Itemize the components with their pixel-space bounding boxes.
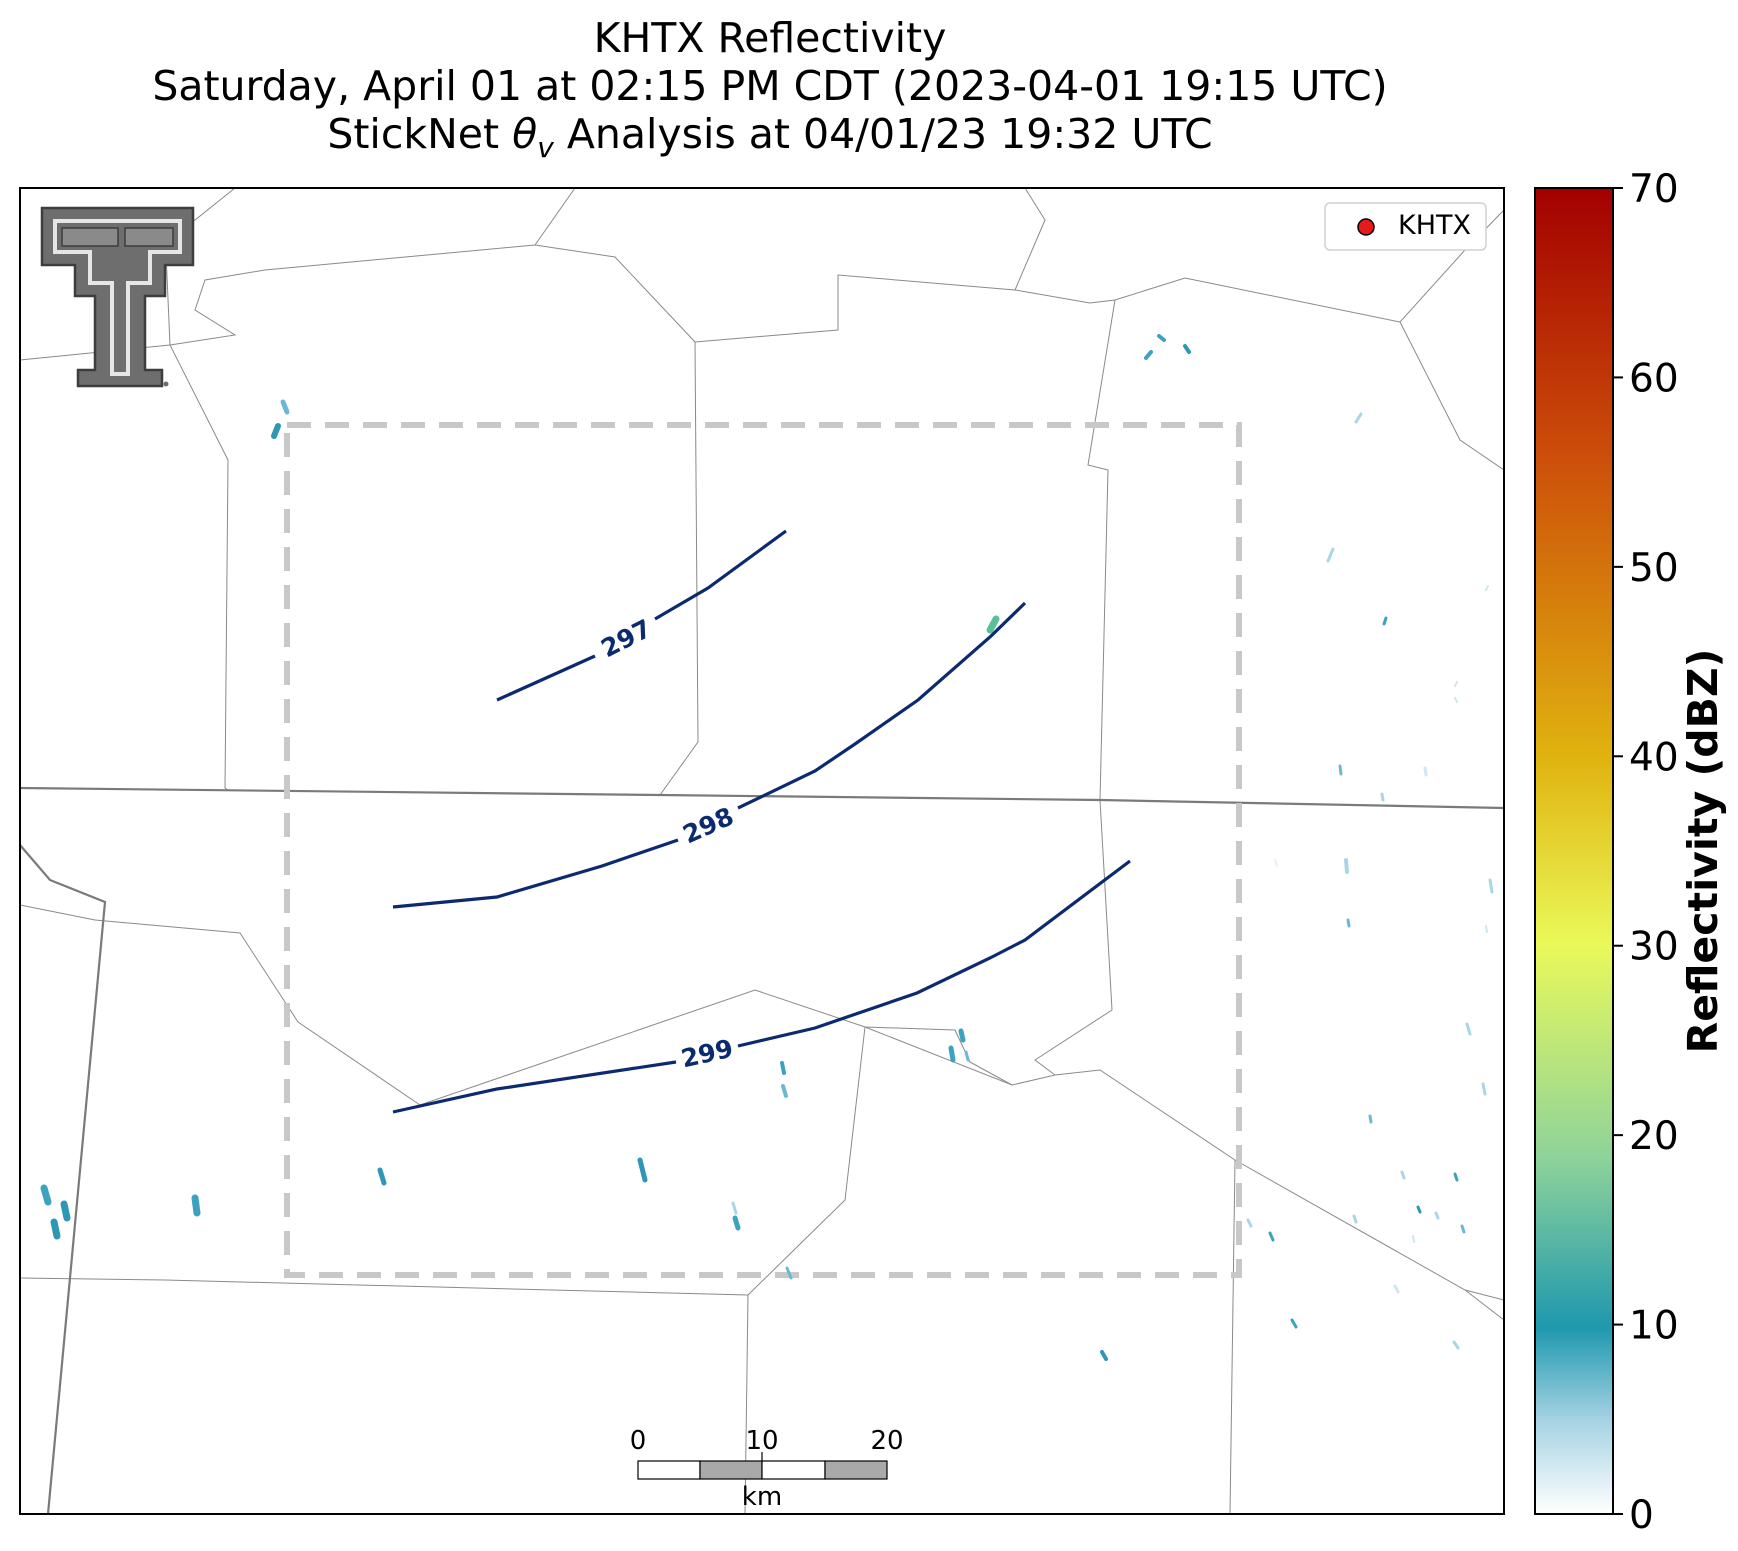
texas-tech-logo xyxy=(40,206,195,388)
analysis-domain-box xyxy=(284,422,1242,1278)
contour-299-line-b xyxy=(737,859,1131,1048)
county-boundaries xyxy=(20,188,1504,1514)
contour-297-line-b xyxy=(654,529,787,621)
colorbar-tick-label: 70 xyxy=(1629,167,1679,212)
colorbar-tick-label: 40 xyxy=(1629,735,1679,780)
theta-v-contours xyxy=(392,529,1131,1114)
colorbar-tick-label: 0 xyxy=(1629,1493,1654,1538)
title-line-2: Saturday, April 01 at 02:15 PM CDT (2023… xyxy=(152,62,1388,110)
contour-297-line-a xyxy=(496,654,596,702)
contour-299-line-a xyxy=(392,1060,677,1114)
scale-unit: km xyxy=(742,1482,782,1512)
title-line-3-suffix: Analysis at 04/01/23 19:32 UTC xyxy=(553,110,1213,158)
state-boundaries xyxy=(20,786,1504,1514)
title-line-3-prefix: StickNet xyxy=(327,110,513,158)
colorbar-tick-label: 10 xyxy=(1629,1304,1679,1349)
theta-subscript: v xyxy=(537,131,554,165)
title-line-1: KHTX Reflectivity xyxy=(593,14,947,62)
colorbar-tick-label: 20 xyxy=(1629,1114,1679,1159)
reflectivity-echoes xyxy=(40,334,1494,1361)
colorbar-label: Reflectivity (dBZ) xyxy=(1679,649,1727,1054)
contour-298-line-b xyxy=(737,601,1027,810)
map-frame xyxy=(19,187,1505,1515)
khtx-marker-icon xyxy=(1357,218,1375,236)
contour-label-299: 299 xyxy=(678,1033,735,1073)
scale-bar: 0 10 20 km xyxy=(630,1426,904,1512)
scale-tick-0: 0 xyxy=(630,1426,647,1456)
map-area: 297 298 299 KHTX 0 10 20 k xyxy=(20,188,1504,1514)
colorbar: 0 10 20 30 40 50 60 70 Reflectivity (dBZ) xyxy=(1534,167,1727,1538)
contour-298-line-a xyxy=(392,838,679,909)
title-line-3: StickNet θv Analysis at 04/01/23 19:32 U… xyxy=(0,110,1540,172)
colorbar-tick-label: 60 xyxy=(1629,356,1679,401)
colorbar-tick-label: 50 xyxy=(1629,546,1679,591)
legend-label-khtx: KHTX xyxy=(1398,210,1471,241)
legend-box: KHTX xyxy=(1324,202,1487,251)
theta-symbol: θ xyxy=(512,110,538,158)
colorbar-gradient-bar xyxy=(1534,187,1614,1515)
colorbar-ticks: 0 10 20 30 40 50 60 70 xyxy=(1613,167,1679,1538)
contour-label-298: 298 xyxy=(678,802,737,850)
scale-tick-10: 10 xyxy=(745,1426,778,1456)
colorbar-tick-label: 30 xyxy=(1629,925,1679,970)
scale-tick-20: 20 xyxy=(870,1426,903,1456)
contour-label-297: 297 xyxy=(596,614,656,664)
